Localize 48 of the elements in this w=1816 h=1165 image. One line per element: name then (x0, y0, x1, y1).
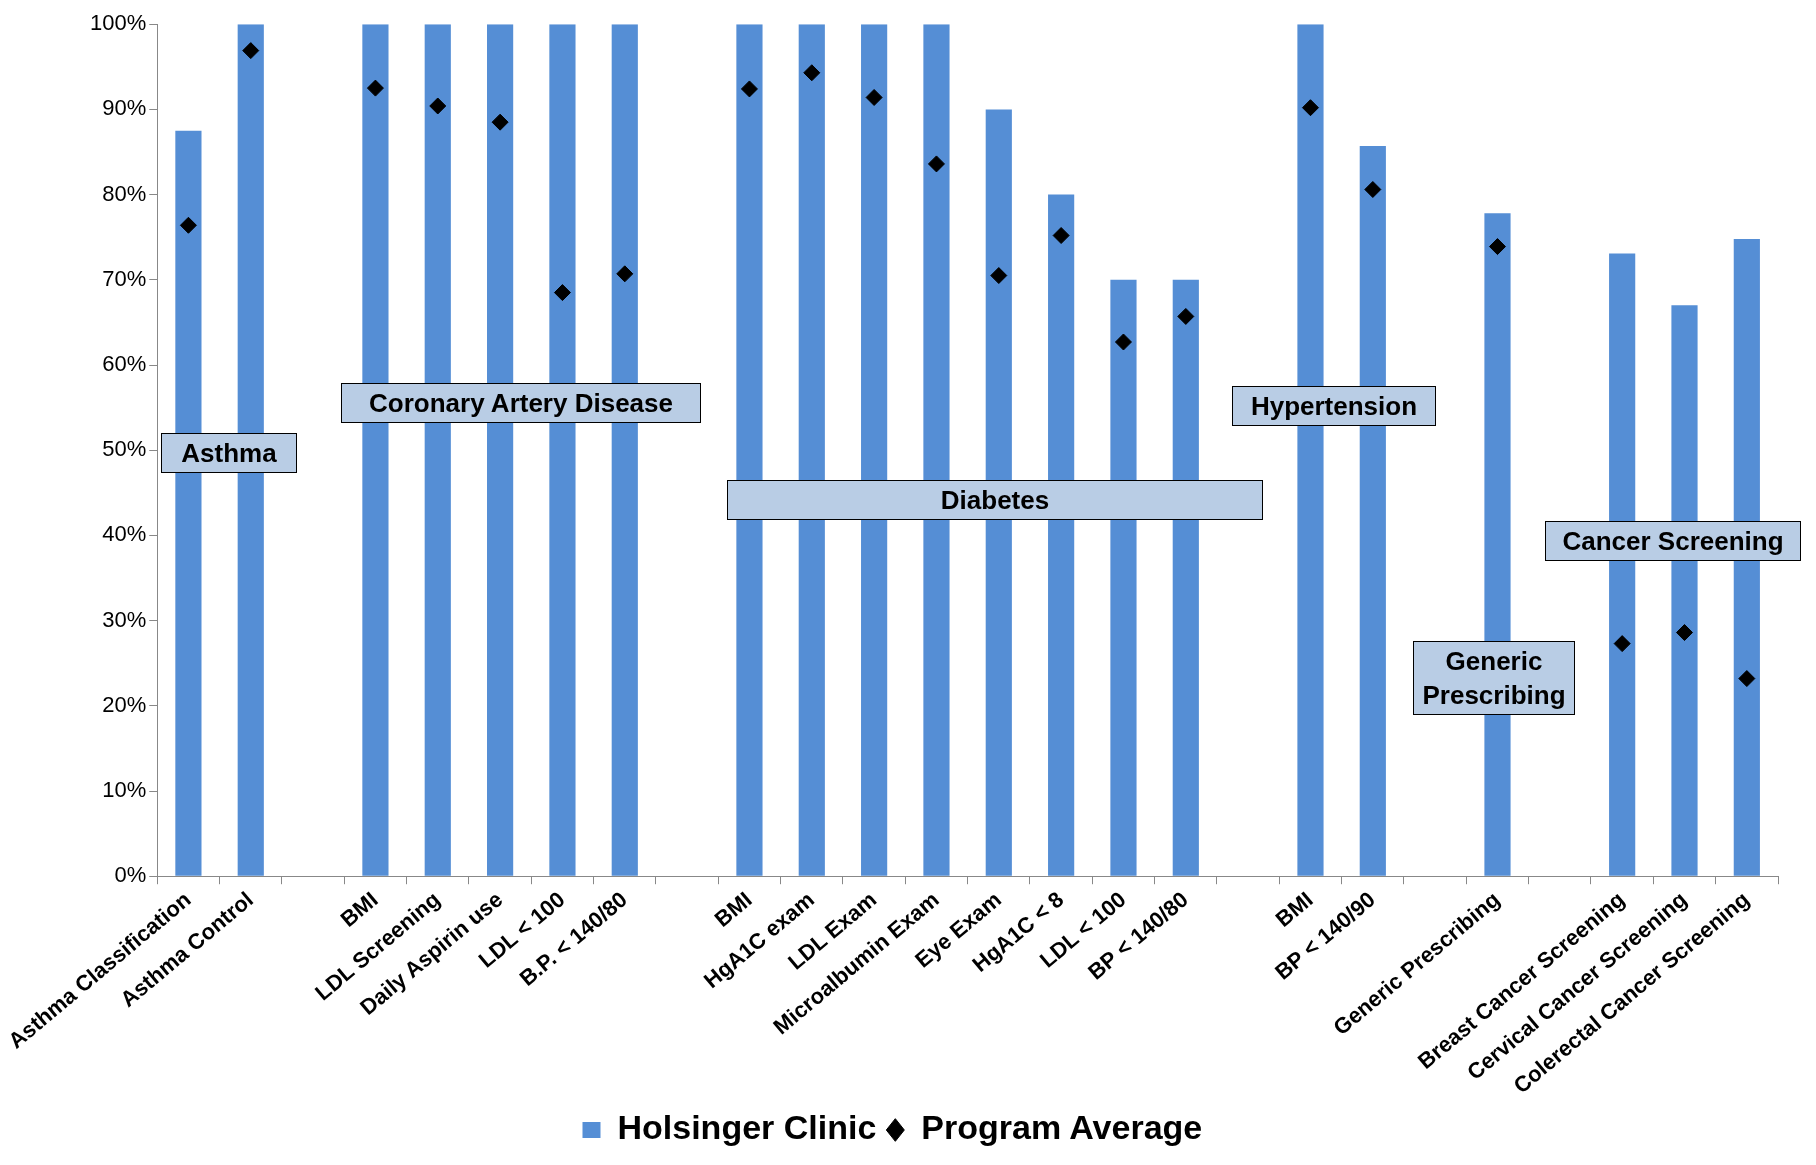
x-tick-label: BMI (1270, 886, 1318, 932)
label-box: Hypertension (1232, 386, 1436, 426)
label-box: Generic Prescribing (1413, 641, 1575, 715)
point (740, 80, 758, 98)
y-tick-label: 70% (102, 265, 147, 291)
point (1676, 624, 1693, 642)
point (803, 64, 821, 82)
y-tick-label: 10% (102, 777, 147, 803)
y-tick-label: 100% (89, 10, 147, 36)
point (242, 42, 260, 60)
bar (798, 24, 825, 876)
point (865, 88, 883, 106)
label-box: Coronary Artery Disease (341, 383, 701, 423)
point (1738, 670, 1756, 688)
y-tick-label: 90% (102, 95, 147, 121)
legend-label: Holsinger Clinic (617, 1108, 877, 1147)
point (1301, 99, 1319, 117)
bar (1048, 194, 1075, 876)
point (491, 113, 509, 131)
legend-label: Program Average (921, 1108, 1203, 1147)
bar (861, 24, 888, 876)
bar (1172, 279, 1199, 876)
point (553, 284, 571, 302)
point (990, 267, 1008, 285)
y-tick-label: 80% (102, 180, 147, 206)
point (616, 265, 634, 283)
point (1114, 333, 1132, 351)
point (366, 79, 384, 97)
point (1613, 635, 1631, 653)
bar (1110, 279, 1137, 876)
y-tick-label: 60% (102, 351, 147, 377)
x-tick-label: BMI (709, 886, 757, 932)
y-tick-label: 40% (102, 521, 147, 547)
label-box: Diabetes (727, 480, 1263, 520)
point (927, 155, 945, 173)
y-tick-label: 50% (102, 436, 147, 462)
point (1052, 227, 1070, 244)
label-box: Cancer Screening (1545, 521, 1801, 561)
y-tick-label: 20% (102, 691, 147, 717)
y-tick-label: 30% (102, 606, 147, 632)
point (1364, 180, 1382, 198)
point (1177, 307, 1195, 325)
point (429, 97, 447, 115)
point (1488, 238, 1506, 256)
label-box: Asthma (161, 433, 297, 473)
bar (736, 24, 763, 876)
point (179, 216, 197, 234)
y-tick-label: 0% (114, 862, 147, 888)
